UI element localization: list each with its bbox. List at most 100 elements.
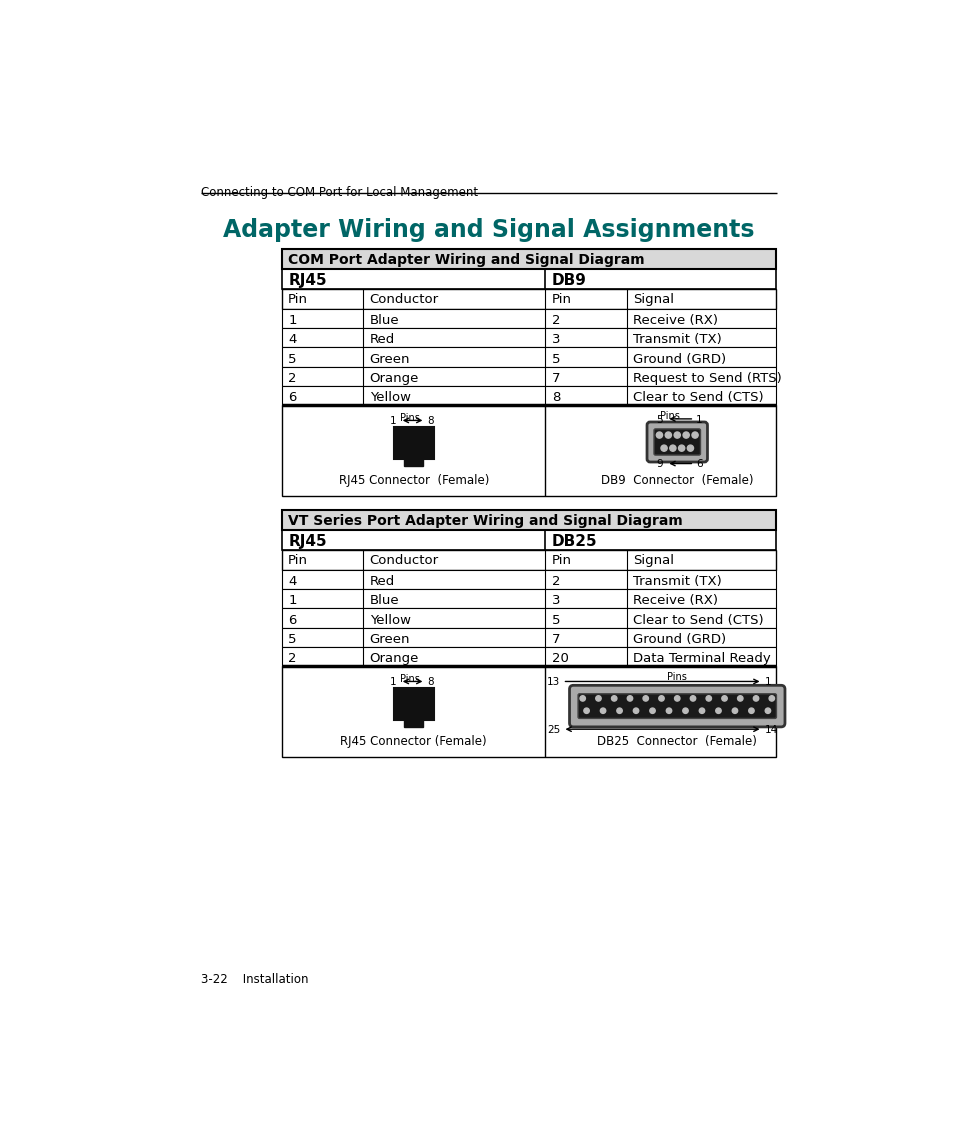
Text: Data Terminal Ready: Data Terminal Ready <box>633 652 770 665</box>
Text: 8: 8 <box>427 677 433 687</box>
Circle shape <box>721 696 726 701</box>
Circle shape <box>674 432 679 438</box>
Circle shape <box>686 445 693 451</box>
Circle shape <box>642 696 648 701</box>
Circle shape <box>768 696 774 701</box>
Bar <box>282 609 776 628</box>
Text: 14: 14 <box>764 725 778 734</box>
Text: Transmit (TX): Transmit (TX) <box>633 334 721 346</box>
Text: 9: 9 <box>656 459 662 469</box>
Text: Request to Send (RTS): Request to Send (RTS) <box>633 372 781 385</box>
Text: 1: 1 <box>288 594 296 608</box>
Text: Orange: Orange <box>369 652 418 665</box>
Text: RJ45 Connector  (Female): RJ45 Connector (Female) <box>338 474 489 486</box>
Circle shape <box>678 445 684 451</box>
Bar <box>394 687 434 720</box>
FancyBboxPatch shape <box>654 429 700 455</box>
FancyBboxPatch shape <box>646 422 707 462</box>
Text: Ground (GRD): Ground (GRD) <box>633 353 725 366</box>
Bar <box>282 530 776 550</box>
Text: 5: 5 <box>288 353 296 366</box>
Text: Yellow: Yellow <box>369 391 410 404</box>
Circle shape <box>748 707 754 713</box>
Bar <box>282 386 776 405</box>
Text: 2: 2 <box>551 575 559 588</box>
Text: 3: 3 <box>551 594 559 608</box>
Circle shape <box>682 707 687 713</box>
Text: Pin: Pin <box>551 555 571 567</box>
Text: 1: 1 <box>288 314 296 327</box>
Circle shape <box>682 432 688 438</box>
Text: 7: 7 <box>551 372 559 385</box>
Circle shape <box>583 707 589 713</box>
Text: 2: 2 <box>288 372 296 385</box>
Text: 8: 8 <box>427 417 433 427</box>
Text: Pin: Pin <box>288 293 308 307</box>
Text: Receive (RX): Receive (RX) <box>633 594 718 608</box>
Text: 2: 2 <box>288 652 296 665</box>
Bar <box>282 268 776 289</box>
Text: Conductor: Conductor <box>369 293 438 307</box>
Circle shape <box>737 696 742 701</box>
Text: 4: 4 <box>288 575 296 588</box>
Text: Pins: Pins <box>666 673 686 682</box>
Circle shape <box>732 707 737 713</box>
Bar <box>282 347 776 366</box>
Text: Orange: Orange <box>369 372 418 385</box>
Text: 7: 7 <box>551 633 559 646</box>
Text: 13: 13 <box>546 677 559 687</box>
Text: DB25  Connector  (Female): DB25 Connector (Female) <box>597 734 757 748</box>
Text: 1: 1 <box>764 677 771 687</box>
Text: 1: 1 <box>390 677 396 687</box>
Circle shape <box>715 707 720 713</box>
Text: Pins: Pins <box>659 411 679 421</box>
Text: 4: 4 <box>288 334 296 346</box>
Bar <box>282 628 776 647</box>
Circle shape <box>579 696 585 701</box>
Text: Blue: Blue <box>369 314 398 327</box>
Text: 6: 6 <box>695 459 701 469</box>
Bar <box>282 647 776 666</box>
Circle shape <box>705 696 711 701</box>
Text: Pins: Pins <box>399 674 419 684</box>
Circle shape <box>753 696 758 701</box>
FancyBboxPatch shape <box>578 694 776 719</box>
Text: Signal: Signal <box>633 555 674 567</box>
Text: Green: Green <box>369 353 410 366</box>
Bar <box>394 427 434 459</box>
Text: VT Series Port Adapter Wiring and Signal Diagram: VT Series Port Adapter Wiring and Signal… <box>288 514 682 528</box>
Text: RJ45: RJ45 <box>288 273 327 289</box>
Bar <box>282 289 776 309</box>
Text: Red: Red <box>369 575 395 588</box>
Text: 25: 25 <box>546 725 559 734</box>
Text: 3: 3 <box>551 334 559 346</box>
Text: Ground (GRD): Ground (GRD) <box>633 633 725 646</box>
Bar <box>282 590 776 609</box>
Text: Signal: Signal <box>633 293 674 307</box>
Circle shape <box>674 696 679 701</box>
Text: Receive (RX): Receive (RX) <box>633 314 718 327</box>
Circle shape <box>699 707 704 713</box>
Text: 1: 1 <box>390 417 396 427</box>
Text: Transmit (TX): Transmit (TX) <box>633 575 721 588</box>
Bar <box>282 248 776 268</box>
Circle shape <box>599 707 605 713</box>
Text: 6: 6 <box>288 613 296 627</box>
Text: Clear to Send (CTS): Clear to Send (CTS) <box>633 613 763 627</box>
Text: Pins: Pins <box>399 413 419 422</box>
Circle shape <box>669 445 676 451</box>
Bar <box>282 666 776 757</box>
Circle shape <box>690 696 695 701</box>
Text: 1: 1 <box>695 414 701 424</box>
Circle shape <box>659 696 663 701</box>
Circle shape <box>656 432 661 438</box>
Text: DB25: DB25 <box>551 535 597 549</box>
Text: 3-22    Installation: 3-22 Installation <box>200 973 308 986</box>
Circle shape <box>665 707 671 713</box>
Circle shape <box>627 696 632 701</box>
Text: Pin: Pin <box>551 293 571 307</box>
Circle shape <box>660 445 666 451</box>
Text: DB9: DB9 <box>551 273 586 289</box>
Text: Conductor: Conductor <box>369 555 438 567</box>
Text: RJ45: RJ45 <box>288 535 327 549</box>
